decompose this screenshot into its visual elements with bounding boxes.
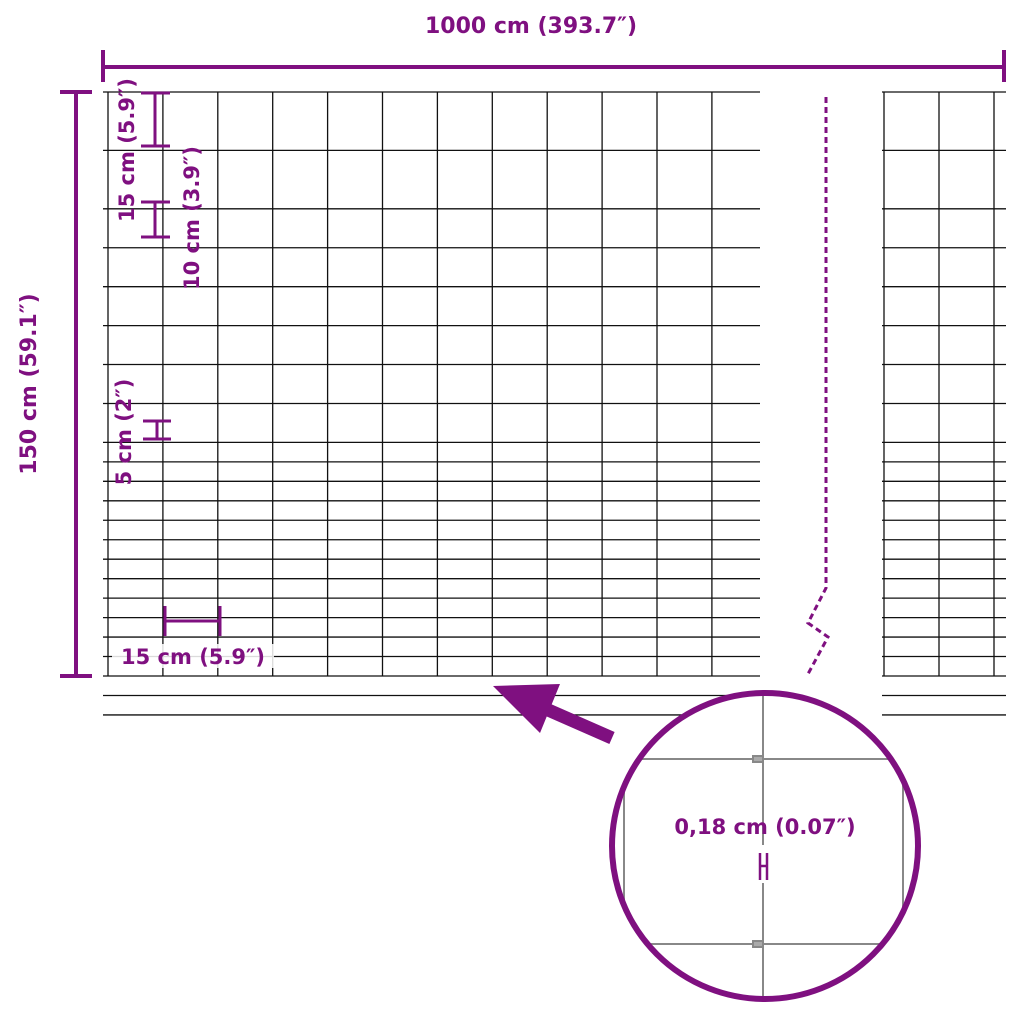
mesh-width-marker	[163, 606, 222, 636]
top-mesh-label: 15 cm (5.9″)	[115, 78, 139, 222]
detail-magnifier: 0,18 cm (0.07″)	[609, 690, 921, 1002]
wire-thickness-label: 0,18 cm (0.07″)	[674, 815, 855, 839]
mesh-width-label: 15 cm (5.9″)	[121, 645, 265, 669]
middle-mesh-label: 10 cm (3.9″)	[180, 146, 204, 290]
wire-mesh-grid	[103, 91, 1006, 716]
top-mesh-marker	[141, 91, 170, 148]
length-label: 1000 cm (393.7″)	[425, 14, 637, 39]
middle-mesh-marker	[141, 200, 170, 239]
break-line	[806, 97, 830, 675]
arrow-icon	[493, 684, 615, 744]
bottom-mesh-label: 5 cm (2″)	[112, 379, 136, 486]
length-dimension	[101, 50, 1006, 82]
bottom-mesh-marker	[143, 419, 171, 441]
height-dimension	[60, 90, 92, 678]
height-label: 150 cm (59.1″)	[17, 293, 42, 474]
